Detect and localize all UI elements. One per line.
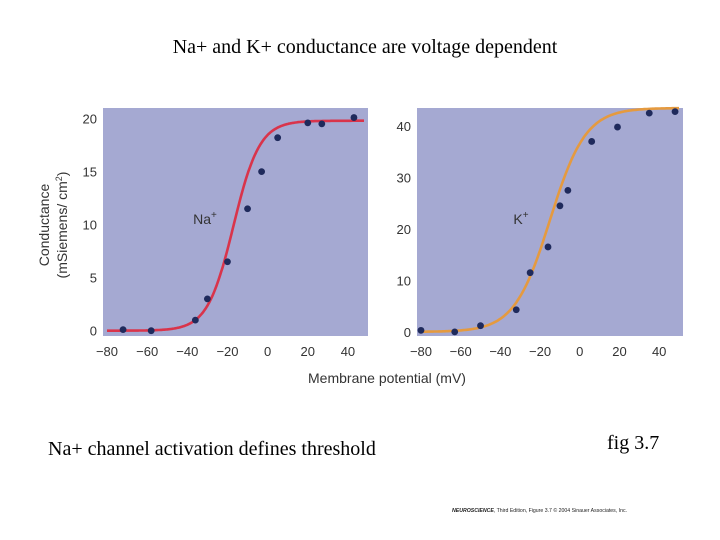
k-data-point <box>671 108 679 116</box>
na-data-point <box>318 120 326 128</box>
k-data-point <box>417 326 425 334</box>
na-data-point <box>224 258 231 266</box>
x-axis-label: Membrane potential (mV) <box>308 370 466 386</box>
k-data-point <box>614 123 621 131</box>
k-ytick-label: 20 <box>397 222 411 237</box>
k-xtick-label: 20 <box>612 344 626 359</box>
k-conductance-plot: 0 10 20 30 40 −80 −60 −40 −20 0 20 40 K+ <box>397 106 679 359</box>
k-xtick-label: −60 <box>450 344 472 359</box>
na-conductance-plot: 0 5 10 15 20 −80 −60 −40 −20 0 20 40 Na+ <box>83 112 364 359</box>
na-data-point <box>244 205 251 213</box>
na-series-label: Na+ <box>193 210 217 227</box>
y-axis-label: Conductance <box>36 184 52 267</box>
conductance-figure: 0 5 10 15 20 −80 −60 −40 −20 0 20 40 Na+ 0 10 20 30 40 −8… <box>36 106 683 386</box>
na-xtick-label: 20 <box>301 344 315 359</box>
k-xtick-label: −40 <box>489 344 511 359</box>
k-data-point <box>526 269 534 277</box>
na-ytick-label: 0 <box>90 324 97 339</box>
na-data-point <box>350 114 358 121</box>
na-data-point <box>191 316 199 324</box>
k-xtick-label: −20 <box>529 344 551 359</box>
na-ytick-label: 15 <box>83 165 97 180</box>
na-xtick-label: −40 <box>176 344 198 359</box>
na-data-point <box>274 134 282 142</box>
k-ytick-label: 30 <box>397 170 411 185</box>
k-data-point <box>451 328 459 336</box>
na-xtick-label: −20 <box>216 344 238 359</box>
k-ytick-label: 10 <box>397 273 411 288</box>
na-xtick-label: −60 <box>136 344 158 359</box>
k-data-point <box>556 202 564 210</box>
k-data-point <box>544 243 552 251</box>
k-ytick-label: 40 <box>397 119 411 134</box>
k-xtick-label: 0 <box>576 344 583 359</box>
na-data-point <box>119 326 127 334</box>
na-xtick-label: 40 <box>341 344 355 359</box>
y-axis-units: (mSiemens/ cm2) <box>54 172 70 279</box>
k-fit-curve <box>421 106 679 333</box>
na-data-point <box>203 295 211 303</box>
na-data-point <box>147 327 155 335</box>
figure-reference: fig 3.7 <box>607 432 660 454</box>
k-xtick-label: −80 <box>410 344 432 359</box>
k-xtick-label: 40 <box>652 344 666 359</box>
caption-na-threshold: Na+ channel activation defines threshold <box>48 438 376 460</box>
figure-credit: NEUROSCIENCE, Third Edition, Figure 3.7 … <box>452 508 627 514</box>
na-ytick-label: 10 <box>83 218 97 233</box>
na-xtick-label: 0 <box>264 344 271 359</box>
k-data-point <box>645 109 653 117</box>
k-data-point <box>512 306 520 314</box>
na-data-point <box>304 119 312 127</box>
k-data-point <box>588 138 596 145</box>
k-data-point <box>564 186 572 194</box>
na-xtick-label: −80 <box>96 344 118 359</box>
na-ytick-label: 5 <box>90 271 97 286</box>
na-data-point <box>258 168 265 176</box>
slide-title: Na+ and K+ conductance are voltage depen… <box>172 36 558 58</box>
k-ytick-label: 0 <box>404 325 411 340</box>
na-ytick-label: 20 <box>83 112 97 127</box>
k-data-point <box>477 322 484 330</box>
k-series-label: K+ <box>513 210 528 227</box>
